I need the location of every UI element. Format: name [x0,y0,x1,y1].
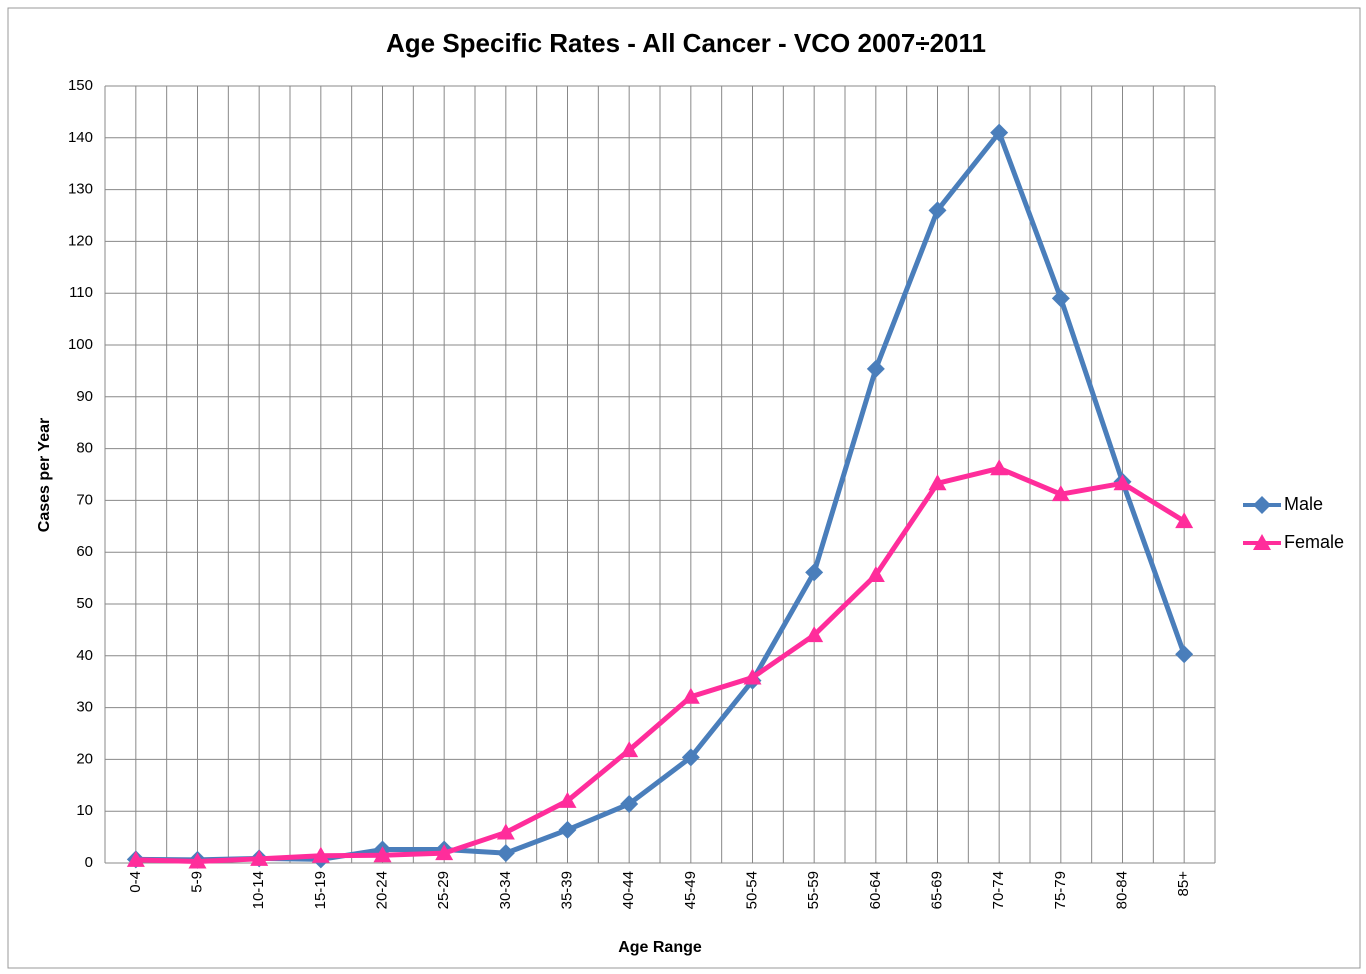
marker [990,459,1009,476]
marker [188,852,207,869]
legend-marker [1253,534,1271,550]
marker [1175,512,1194,529]
marker [866,359,885,378]
x-tick-label: 85+ [1175,871,1192,897]
x-tick-label: 30-34 [497,871,514,909]
marker [681,687,700,704]
legend-marker [1253,496,1271,514]
marker [558,791,577,808]
series-line [135,465,1186,864]
marker [620,741,639,758]
x-tick-label: 65-69 [928,871,945,909]
marker [805,563,824,582]
marker [1175,645,1194,664]
marker [620,794,639,813]
marker [681,748,700,767]
x-tick-label: 45-49 [682,871,699,909]
x-tick-label: 15-19 [312,871,329,909]
chart-title: Age Specific Rates - All Cancer - VCO 20… [386,28,986,58]
marker [928,474,947,491]
marker [496,844,515,863]
y-tick-label: 10 [76,802,93,819]
y-tick-label: 90 [76,388,93,405]
marker [990,123,1009,142]
y-tick-label: 40 [76,647,93,664]
marker [1051,289,1070,308]
y-tick-label: 20 [76,750,93,767]
y-tick-label: 50 [76,595,93,612]
marker [250,849,269,866]
marker [1051,485,1070,502]
marker [373,846,392,863]
chart-border [7,7,1361,969]
x-tick-label: 75-79 [1052,871,1069,909]
x-tick-label: 50-54 [743,871,760,909]
marker [435,844,454,861]
y-tick-label: 140 [68,129,93,146]
x-axis-label: Age Range [618,939,702,956]
x-tick-label: 10-14 [250,871,267,909]
y-tick-label: 110 [69,284,93,301]
y-axis-label: Cases per Year [36,418,53,532]
y-tick-label: 80 [76,440,93,457]
marker [311,846,330,863]
y-tick-label: 30 [76,699,93,716]
x-tick-label: 60-64 [867,871,884,909]
marker [126,850,145,867]
x-tick-label: 5-9 [188,871,205,893]
y-tick-label: 100 [68,336,93,353]
marker [496,823,515,840]
x-tick-label: 35-39 [558,871,575,909]
marker [558,820,577,839]
x-tick-label: 0-4 [127,871,144,893]
y-tick-label: 120 [68,232,93,249]
x-tick-label: 25-29 [435,871,452,909]
marker [743,668,762,685]
series-line [135,130,1187,863]
y-tick-label: 0 [85,854,93,871]
marker [928,201,947,220]
x-tick-label: 70-74 [990,871,1007,909]
marker [866,565,885,582]
y-tick-label: 130 [68,181,93,198]
x-tick-label: 55-59 [805,871,822,909]
x-tick-label: 40-44 [620,871,637,909]
x-tick-label: 20-24 [373,871,390,909]
y-tick-label: 150 [68,77,93,94]
x-tick-label: 80-84 [1113,871,1130,909]
y-tick-label: 70 [76,491,93,508]
marker [1113,474,1132,491]
legend-label: Female [1284,532,1344,552]
marker [805,626,824,643]
y-tick-label: 60 [76,543,93,560]
legend-label: Male [1284,494,1323,514]
